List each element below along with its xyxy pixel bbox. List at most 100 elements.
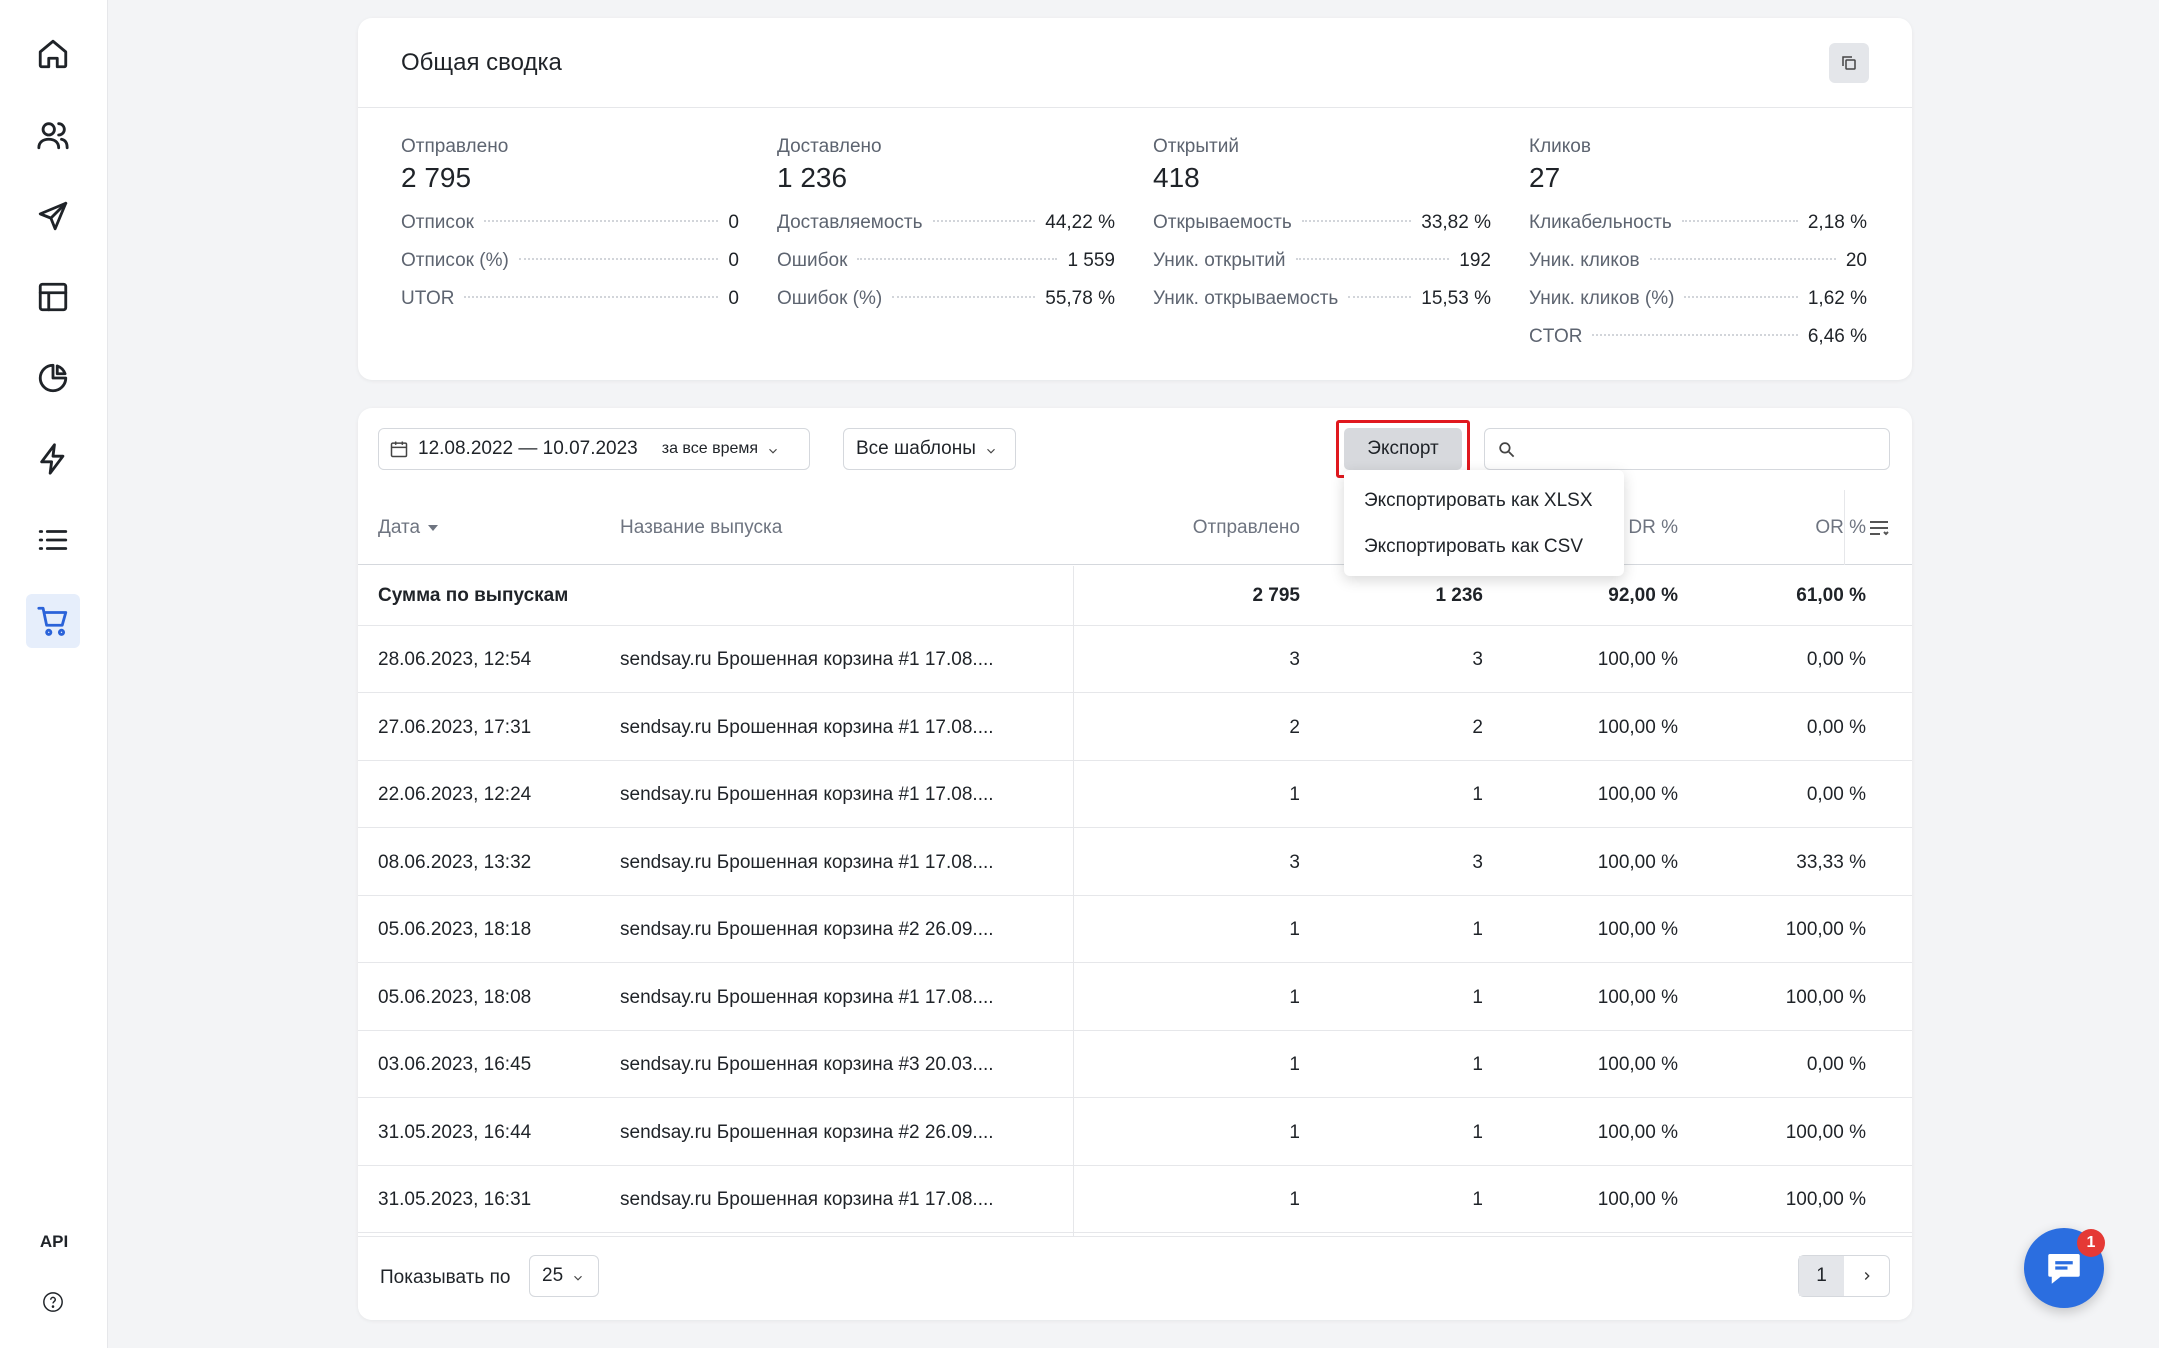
search-icon — [1499, 441, 1515, 457]
stat-value: 418 — [1153, 162, 1200, 193]
table-row[interactable]: 03.06.2023, 16:45 sendsay.ru Брошенная ко… — [358, 1031, 1912, 1098]
col-dr[interactable]: DR % — [1628, 517, 1678, 538]
nav-cart[interactable] — [26, 594, 80, 648]
copy-summary-button[interactable] — [1829, 42, 1869, 83]
sort-down-icon — [428, 524, 439, 531]
toolbar: 12.08.2022 — 10.07.2023 за все время Все… — [378, 420, 1892, 478]
stat-key: Ошибок — [777, 250, 848, 271]
stat-column-delivered: Доставлено 1 236 Доставляемость 44,22 % О… — [777, 136, 1115, 356]
api-link[interactable]: API — [39, 1232, 69, 1251]
stat-val: 20 — [1845, 250, 1867, 271]
pagination: 1 — [1798, 1255, 1890, 1297]
table-row[interactable]: 22.06.2023, 12:24 sendsay.ru Брошенная ко… — [358, 761, 1912, 828]
date-range-picker[interactable]: 12.08.2022 — 10.07.2023 за все время — [378, 428, 810, 470]
cell-date: 31.05.2023, 16:44 — [378, 1121, 532, 1143]
cell-name[interactable]: sendsay.ru Брошенная корзина #3 20.03...… — [620, 1054, 994, 1075]
stat-key: Доставляемость — [777, 212, 923, 233]
cell-dr: 100,00 % — [1597, 716, 1678, 738]
cell-delivered: 1 — [1472, 784, 1483, 805]
stat-column-clicks: Кликов 27 Кликабельность 2,18 % Уник. кли… — [1529, 136, 1867, 356]
table-row[interactable]: 31.05.2023, 16:31 sendsay.ru Брошенная ко… — [358, 1166, 1912, 1233]
cell-name[interactable]: sendsay.ru Брошенная корзина #1 17.08...… — [620, 986, 994, 1008]
date-range-value: 12.08.2022 — 10.07.2023 — [418, 438, 638, 459]
cell-name[interactable]: sendsay.ru Брошенная корзина #1 17.08...… — [620, 851, 994, 873]
stat-val: 0 — [728, 250, 739, 271]
stat-row: Уник. кликов (%) 1,62 % — [1529, 280, 1867, 318]
per-page-select[interactable]: 25 — [529, 1255, 599, 1297]
copy-icon — [1842, 55, 1856, 70]
col-sent[interactable]: Отправлено — [1192, 517, 1300, 538]
table-row[interactable]: 08.06.2023, 13:32 sendsay.ru Брошенная ко… — [358, 829, 1912, 896]
table-row[interactable]: 05.06.2023, 18:08 sendsay.ru Брошенная ко… — [358, 964, 1912, 1031]
cell-delivered: 1 — [1472, 1054, 1483, 1075]
stat-val: 33,82 % — [1421, 212, 1491, 233]
col-or[interactable]: OR % — [1815, 517, 1866, 538]
stat-key: CTOR — [1529, 326, 1583, 347]
stat-key: Уник. открываемость — [1153, 288, 1339, 309]
stat-row: Отписок 0 — [401, 204, 739, 242]
table-row[interactable]: 31.05.2023, 16:44 sendsay.ru Брошенная ко… — [358, 1099, 1912, 1166]
period-select[interactable]: за все время — [661, 440, 759, 457]
cell-or: 100,00 % — [1785, 1189, 1866, 1210]
cell-sent: 1 — [1289, 986, 1300, 1008]
cell-sent: 1 — [1289, 1054, 1300, 1075]
stat-key: Уник. кликов (%) — [1529, 288, 1675, 309]
table-total-row: Сумма по выпускам 2 795 1 236 92,00 % 61… — [358, 566, 1912, 626]
col-date[interactable]: Дата — [378, 490, 439, 565]
cell-sent: 1 — [1289, 919, 1300, 940]
stat-row: Ошибок (%) 55,78 % — [777, 280, 1115, 318]
nav-automation[interactable] — [26, 432, 80, 486]
chevron-right-icon — [1864, 1272, 1870, 1280]
stat-row: Ошибок 1 559 — [777, 242, 1115, 280]
search-input[interactable] — [1526, 438, 1877, 460]
cell-date: 05.06.2023, 18:18 — [378, 919, 532, 940]
stat-column-sent: Отправлено 2 795 Отписок 0 Отписок (%) 0 U… — [401, 136, 739, 356]
stat-key: Ошибок (%) — [777, 288, 883, 309]
total-sent: 2 795 — [1252, 585, 1300, 606]
cell-dr: 100,00 % — [1597, 649, 1678, 670]
cell-or: 33,33 % — [1796, 851, 1866, 873]
home-icon — [38, 39, 68, 69]
stat-label: Кликов — [1529, 136, 1591, 157]
cell-delivered: 1 — [1472, 986, 1483, 1008]
chevron-down-icon — [571, 1269, 585, 1283]
page-button-current[interactable]: 1 — [1799, 1256, 1844, 1296]
export-xlsx-item[interactable]: Экспортировать как XLSX — [1364, 490, 1593, 511]
cell-dr: 100,00 % — [1597, 784, 1678, 805]
cell-name[interactable]: sendsay.ru Брошенная корзина #2 26.09...… — [620, 919, 994, 940]
nav-reports[interactable] — [26, 351, 80, 405]
cell-date: 05.06.2023, 18:08 — [378, 986, 532, 1008]
cell-name[interactable]: sendsay.ru Брошенная корзина #1 17.08...… — [620, 649, 994, 670]
nav-templates[interactable] — [26, 270, 80, 324]
search-box[interactable] — [1484, 428, 1890, 470]
export-csv-item[interactable]: Экспортировать как CSV — [1364, 536, 1584, 557]
col-name[interactable]: Название выпуска — [620, 517, 783, 538]
releases-card: 12.08.2022 — 10.07.2023 за все время Все… — [358, 408, 1912, 1320]
export-button[interactable]: Экспорт — [1344, 428, 1462, 470]
next-page-button[interactable] — [1844, 1256, 1889, 1296]
table-row[interactable]: 28.06.2023, 12:54 sendsay.ru Брошенная ко… — [358, 626, 1912, 693]
cell-name[interactable]: sendsay.ru Брошенная корзина #1 17.08...… — [620, 716, 994, 738]
cell-date: 03.06.2023, 16:45 — [378, 1054, 532, 1075]
table-row[interactable]: 05.06.2023, 18:18 sendsay.ru Брошенная ко… — [358, 896, 1912, 963]
layout-icon — [38, 282, 68, 312]
stat-key: Кликабельность — [1529, 212, 1672, 233]
nav-subscribers[interactable] — [26, 108, 80, 162]
cell-dr: 100,00 % — [1597, 851, 1678, 873]
stat-val: 55,78 % — [1045, 288, 1115, 309]
templates-select[interactable]: Все шаблоны — [843, 428, 1016, 470]
nav-home[interactable] — [26, 27, 80, 81]
stat-row: Отписок (%) 0 — [401, 242, 739, 280]
cell-name[interactable]: sendsay.ru Брошенная корзина #2 26.09...… — [620, 1121, 994, 1143]
column-settings-button[interactable] — [1844, 490, 1912, 565]
cell-dr: 100,00 % — [1597, 1189, 1678, 1210]
cell-name[interactable]: sendsay.ru Брошенная корзина #1 17.08...… — [620, 1189, 994, 1210]
table-row[interactable]: 27.06.2023, 17:31 sendsay.ru Брошенная ко… — [358, 694, 1912, 761]
cell-delivered: 3 — [1472, 649, 1483, 670]
nav-lists[interactable] — [26, 513, 80, 567]
stat-key: Отписок (%) — [401, 250, 509, 271]
nav-campaigns[interactable] — [26, 189, 80, 243]
cell-name[interactable]: sendsay.ru Брошенная корзина #1 17.08...… — [620, 784, 994, 805]
help-button[interactable] — [42, 1291, 64, 1313]
cell-dr: 100,00 % — [1597, 919, 1678, 940]
